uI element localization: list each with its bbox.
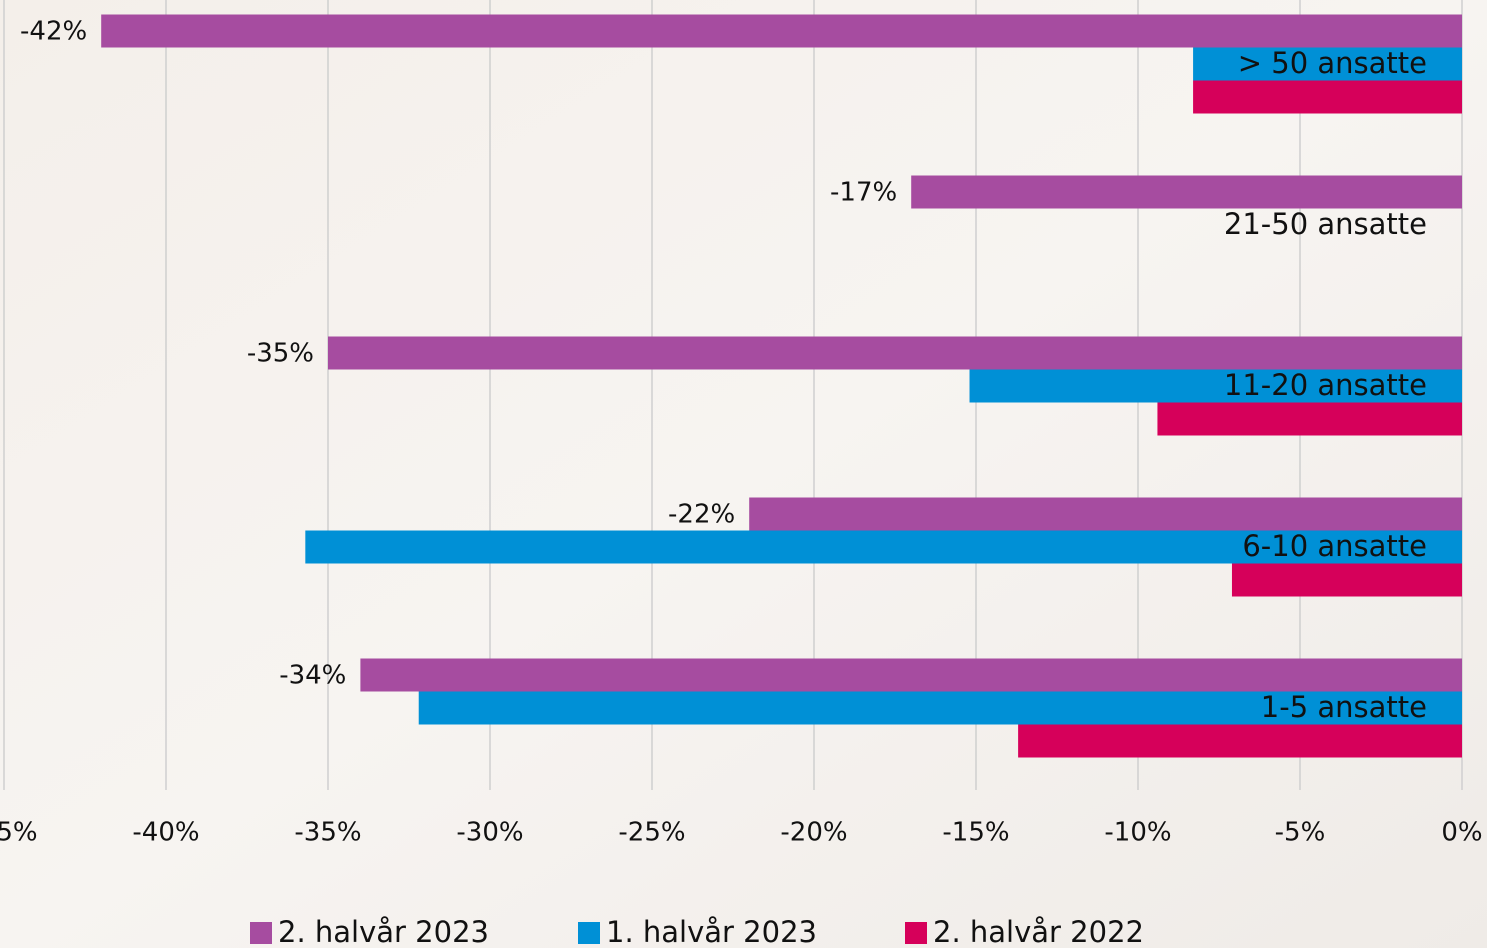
x-tick-label: -40% [132,818,199,848]
bar [328,337,1462,370]
bar [1157,403,1462,436]
category-label: 1-5 ansatte [1261,690,1427,724]
legend-label: 1. halvår 2023 [606,915,817,948]
x-tick-label: 0% [1441,818,1482,848]
legend-swatch [578,922,600,944]
x-tick-label: -25% [618,818,685,848]
x-tick-label: -45% [0,818,38,848]
category-label: 21-50 ansatte [1224,207,1427,241]
chart: -45% -40% -35% -30% -25% -20% -15% -10% -5% 0% -42… [0,0,1487,948]
bar [360,659,1462,692]
bar [911,176,1462,209]
data-label: -35% [247,339,314,369]
data-label: -34% [279,661,346,691]
bar [1193,81,1462,114]
data-label: -17% [830,178,897,208]
bar [101,15,1462,48]
background [0,0,1487,948]
category-label: 6-10 ansatte [1242,529,1427,563]
legend-swatch [905,922,927,944]
bar [749,498,1462,531]
x-tick-label: -10% [1104,818,1171,848]
category-label: 11-20 ansatte [1224,368,1427,402]
legend-label: 2. halvår 2023 [278,915,489,948]
x-tick-label: -15% [942,818,1009,848]
legend-swatch [250,922,272,944]
data-label: -42% [20,17,87,47]
page: {"chart_data": {"type": "bar", "orientat… [0,0,1487,948]
x-tick-label: -30% [456,818,523,848]
data-label: -22% [668,500,735,530]
legend-label: 2. halvår 2022 [933,915,1144,948]
category-label: > 50 ansatte [1238,46,1427,80]
bar [1018,725,1462,758]
x-tick-label: -20% [780,818,847,848]
x-tick-label: -5% [1275,818,1326,848]
x-tick-label: -35% [294,818,361,848]
bar [1232,564,1462,597]
